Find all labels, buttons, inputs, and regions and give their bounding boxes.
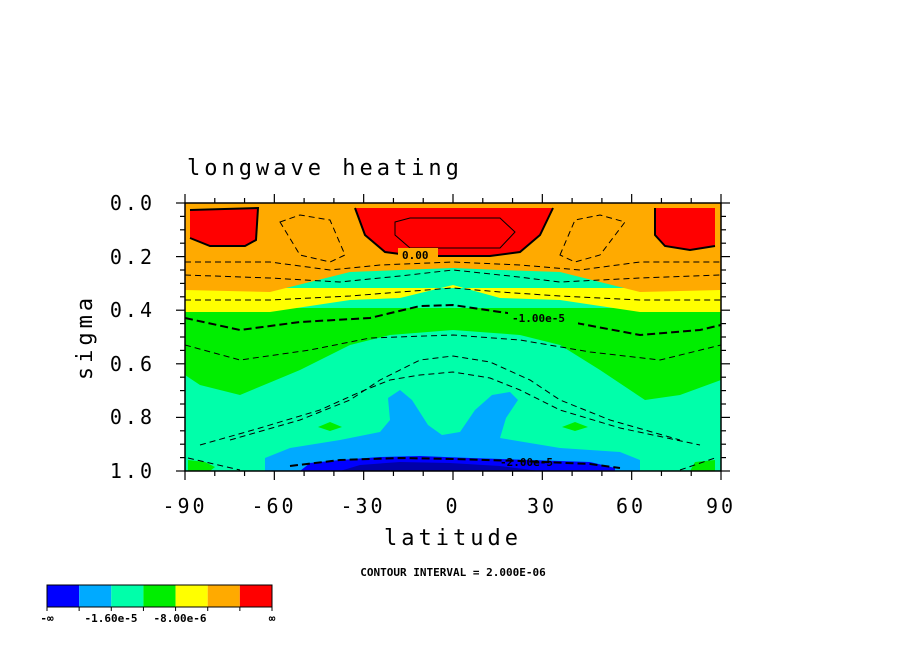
y-tick-label: 0.6 (110, 352, 155, 376)
chart-title: longwave heating (187, 156, 463, 181)
colorbar-frame (46, 584, 273, 608)
contour-line-zero-center (354, 207, 554, 257)
contour-lines (185, 206, 721, 471)
colorbar-swatch (239, 585, 272, 607)
y-tick-label: 0.8 (110, 405, 155, 429)
contour-band-darkblue (340, 462, 540, 471)
colorbar-label: -∞ (40, 612, 54, 625)
contour-line-dashed-9 (187, 457, 241, 471)
colorbar-swatch (111, 585, 144, 607)
contour-line-dashed-1 (185, 261, 721, 271)
y-tick-label: 0.0 (110, 191, 155, 215)
y-tick-labels: 0.0 0.2 0.4 0.6 0.8 1.0 (110, 191, 155, 483)
contour-field (185, 203, 721, 471)
colorbar-swatch (207, 585, 240, 607)
x-tick-label: 0 (445, 494, 460, 518)
contour-label-zero: 0.00 (402, 249, 429, 262)
x-tick-label: -60 (251, 494, 296, 518)
y-tick-label: 0.4 (110, 298, 155, 322)
colorbar-label: -8.00e-6 (154, 612, 207, 625)
contour-line-neg1e5 (185, 303, 721, 337)
colorbar-swatch (143, 585, 176, 607)
contour-line-dashed-5 (185, 287, 721, 301)
contour-label-bg-zero (398, 248, 438, 262)
x-axis-title: latitude (384, 526, 522, 551)
x-tick-label: 30 (527, 494, 557, 518)
colorbar-swatch (79, 585, 112, 607)
contour-line-dashed-6 (185, 334, 721, 361)
contour-line-dashed-3 (279, 214, 346, 263)
contour-band-yellow (185, 285, 721, 312)
colorbar-label: ∞ (269, 612, 276, 625)
contour-band-red-left (190, 208, 258, 246)
colorbar-swatch (175, 585, 208, 607)
x-tick-label: -90 (162, 494, 207, 518)
colorbar-labels: -∞ -1.60e-5 -8.00e-6 ∞ (40, 612, 275, 625)
colorbar (46, 584, 273, 611)
y-tick-label: 0.2 (110, 245, 155, 269)
y-tick-label: 1.0 (110, 459, 155, 483)
contour-label-neg2e5: -2.00e-5 (500, 456, 553, 469)
contour-interval-text: CONTOUR INTERVAL = 2.000E-06 (360, 566, 546, 579)
contour-line-dashed-7 (229, 355, 681, 441)
contour-band-green-left-blob (318, 422, 342, 431)
contour-line-neg2e5 (289, 456, 621, 469)
contour-label-neg1e5: -1.00e-5 (512, 312, 565, 325)
contour-band-lightblue (265, 390, 640, 471)
x-tick-label: 60 (616, 494, 646, 518)
contour-band-red-right (655, 208, 715, 250)
y-axis-title: sigma (73, 294, 98, 380)
colorbar-label: -1.60e-5 (85, 612, 138, 625)
axis-ticks (176, 194, 730, 480)
contour-band-green (185, 308, 721, 400)
x-tick-label: -30 (340, 494, 385, 518)
contour-line-zero-right (654, 208, 716, 252)
contour-label-bg-neg1e5 (508, 311, 578, 325)
contour-line-dashed-8 (199, 371, 701, 446)
contour-band-green-left-spot (188, 460, 215, 471)
colorbar-swatch (47, 585, 80, 607)
contour-line-inner-center (394, 217, 516, 249)
contour-line-zero-left (189, 206, 260, 247)
x-tick-labels: -90 -60 -30 0 30 60 90 (162, 494, 736, 518)
contour-line-dashed-10 (679, 457, 716, 471)
x-tick-label: 90 (706, 494, 736, 518)
contour-band-green-right-spot (690, 460, 715, 471)
contour-band-green-right-blob (562, 422, 588, 431)
